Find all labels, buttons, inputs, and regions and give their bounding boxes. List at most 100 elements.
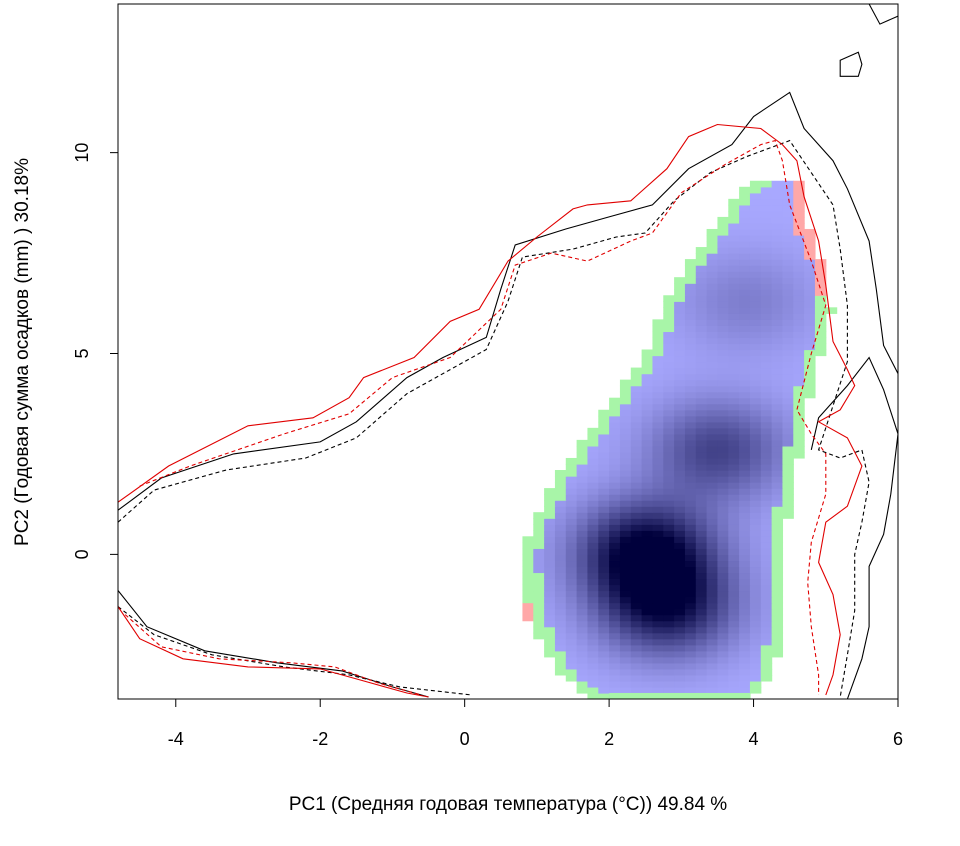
heat-cell	[576, 674, 589, 682]
heat-cell	[674, 343, 686, 351]
heat-cell	[771, 319, 784, 326]
heat-cell	[609, 668, 621, 676]
heat-cell	[533, 578, 545, 586]
heat-cell	[576, 470, 589, 477]
heat-cell	[782, 235, 794, 242]
heat-cell	[717, 692, 729, 699]
heat-cell	[749, 488, 762, 495]
heat-cell	[749, 343, 762, 351]
heat-cell	[782, 421, 794, 429]
heat-cell	[684, 301, 697, 308]
x-tick-label: 4	[749, 729, 759, 749]
heat-cell	[739, 313, 751, 320]
heat-cell	[544, 596, 556, 604]
heat-cell	[641, 530, 654, 537]
heat-cell	[760, 265, 773, 272]
heat-cell	[739, 518, 751, 525]
heat-cell	[749, 614, 762, 622]
heat-cell	[760, 608, 773, 616]
heat-cell	[695, 620, 708, 628]
heat-cell	[739, 692, 751, 699]
heat-cell	[544, 626, 556, 634]
heat-cell	[684, 295, 697, 302]
heat-cell	[674, 445, 686, 453]
heat-cell	[728, 295, 740, 302]
heat-cell	[760, 590, 773, 598]
heat-cell	[630, 397, 643, 405]
heat-cell	[793, 253, 805, 260]
heat-cell	[728, 367, 740, 375]
heat-cell	[630, 488, 643, 495]
heat-cell	[652, 662, 664, 670]
heat-cell	[706, 451, 719, 459]
heat-cell	[814, 337, 827, 345]
heat-cell	[706, 331, 719, 339]
heat-cell	[739, 439, 751, 447]
heat-cell	[576, 445, 589, 453]
heat-cell	[782, 415, 794, 423]
heat-cell	[782, 355, 794, 363]
heat-cell	[641, 403, 654, 411]
heat-cell	[619, 602, 632, 610]
heat-cell	[576, 638, 589, 646]
heat-cell	[739, 337, 751, 345]
heat-cell	[749, 686, 762, 694]
heat-cell	[674, 307, 686, 314]
heat-cell	[674, 590, 686, 598]
heat-cell	[760, 295, 773, 302]
heat-cell	[749, 632, 762, 640]
heat-cell	[684, 584, 697, 592]
heat-cell	[609, 524, 621, 531]
heat-cell	[695, 590, 708, 598]
heat-cell	[782, 506, 794, 513]
heat-cell	[782, 476, 794, 483]
heat-cell	[728, 494, 740, 501]
heat-cell	[749, 355, 762, 363]
heat-cell	[609, 451, 621, 459]
heat-cell	[598, 482, 610, 489]
heat-cell	[695, 530, 708, 537]
heat-cell	[684, 391, 697, 399]
heat-cell	[587, 614, 599, 622]
heat-cell	[771, 560, 784, 568]
heat-cell	[641, 379, 654, 387]
heat-cell	[641, 415, 654, 423]
heat-cell	[749, 608, 762, 616]
heat-cell	[749, 204, 762, 212]
heat-cell	[641, 463, 654, 471]
heat-cell	[739, 421, 751, 429]
heat-cell	[749, 578, 762, 586]
heat-cell	[706, 463, 719, 471]
heat-cell	[760, 638, 773, 646]
heat-cell	[706, 680, 719, 688]
heat-cell	[533, 602, 545, 610]
heat-cell	[576, 650, 589, 658]
heat-cell	[760, 650, 773, 658]
heat-cell	[630, 656, 643, 664]
heat-cell	[771, 566, 784, 574]
heat-cell	[782, 500, 794, 507]
heat-cell	[652, 331, 664, 339]
heat-cell	[663, 644, 675, 652]
heat-cell	[684, 445, 697, 453]
heat-cell	[652, 439, 664, 447]
heat-cell	[749, 626, 762, 634]
heat-cell	[706, 439, 719, 447]
heat-cell	[728, 397, 740, 405]
heat-cell	[609, 542, 621, 549]
heat-cell	[554, 566, 567, 574]
heat-cell	[652, 542, 664, 549]
heat-cell	[544, 536, 556, 543]
heat-cell	[706, 421, 719, 429]
heat-cell	[717, 680, 729, 688]
heat-cell	[749, 439, 762, 447]
heat-cell	[565, 644, 578, 652]
heat-cell	[728, 373, 740, 381]
heat-cell	[565, 626, 578, 634]
heat-cell	[771, 518, 784, 525]
heat-cell	[565, 662, 578, 670]
heat-cell	[771, 355, 784, 363]
heat-cell	[695, 301, 708, 308]
heat-cell	[706, 584, 719, 592]
heat-cell	[771, 361, 784, 369]
